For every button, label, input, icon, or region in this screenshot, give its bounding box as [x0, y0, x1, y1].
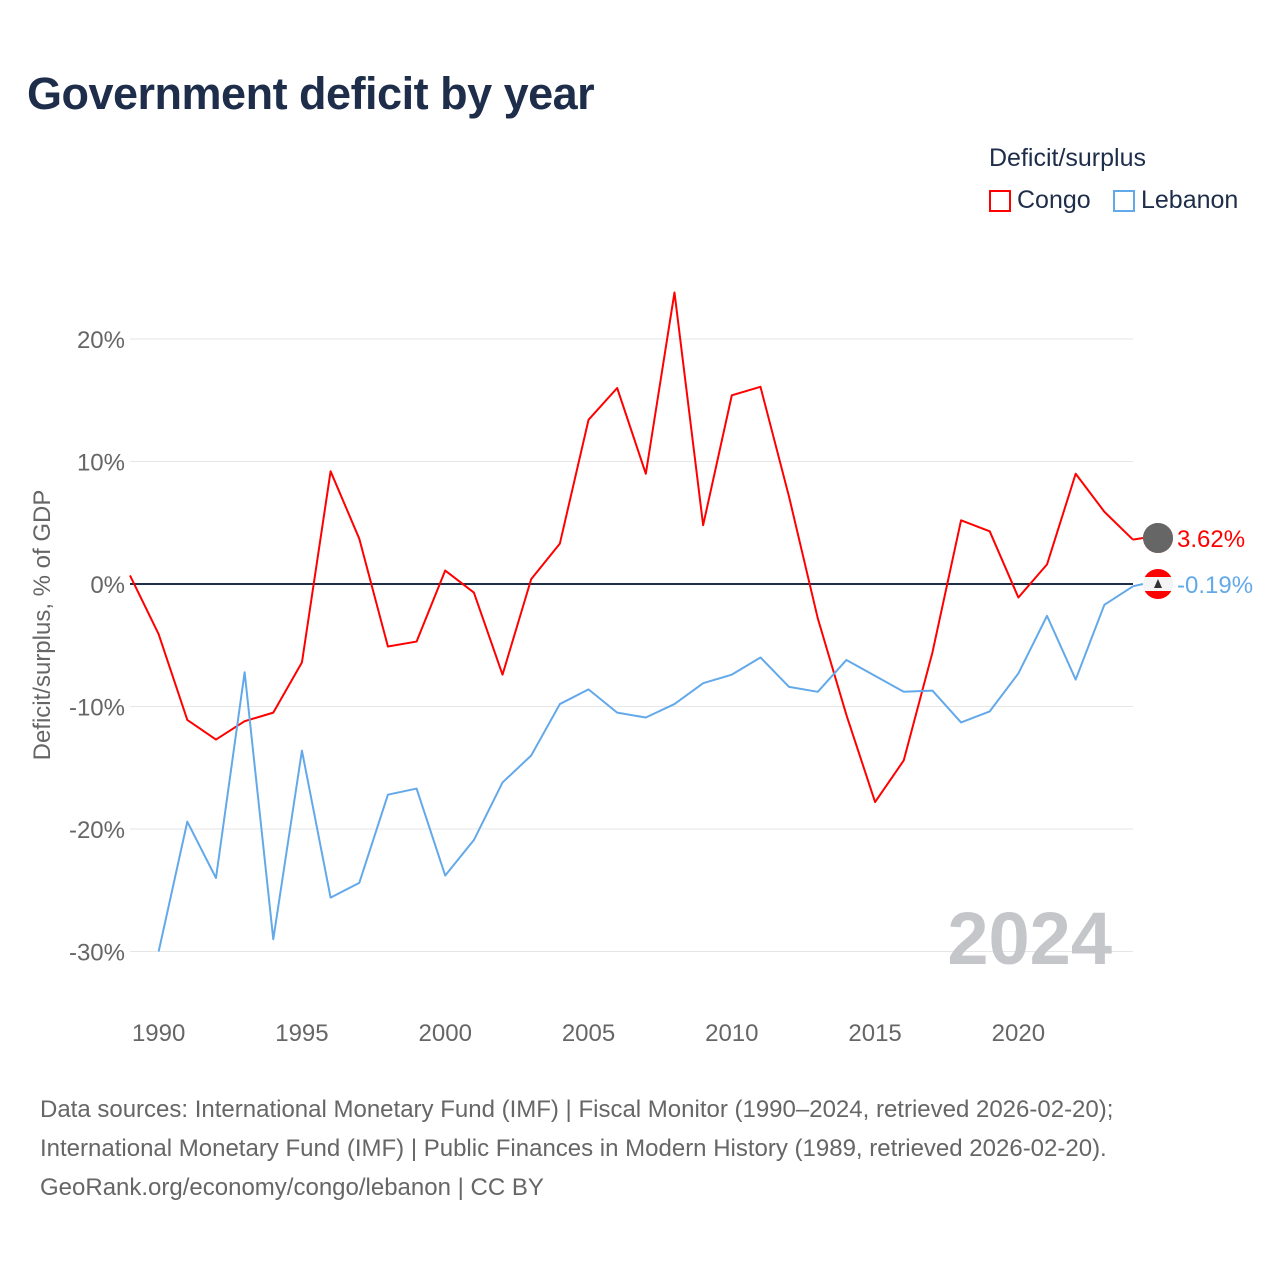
y-tick-label: -30%: [69, 940, 125, 967]
y-tick-label: 20%: [77, 327, 125, 354]
lebanon-flag-icon: [1143, 569, 1173, 599]
legend-title: Deficit/surplus: [989, 144, 1146, 172]
chart-title: Government deficit by year: [27, 68, 595, 119]
legend-item-lebanon[interactable]: Lebanon: [1113, 186, 1238, 215]
end-value-label-congo: 3.62%: [1177, 526, 1245, 553]
footer-source-2: International Monetary Fund (IMF) | Publ…: [40, 1135, 1107, 1162]
end-label-connector: [1132, 583, 1144, 588]
y-tick-label: 0%: [90, 572, 125, 599]
x-tick-label: 1990: [132, 1020, 185, 1047]
y-tick-label: -20%: [69, 817, 125, 844]
series-line-congo: [129, 291, 1134, 804]
end-label-connector: [1132, 537, 1144, 541]
y-tick-label: 10%: [77, 450, 125, 477]
legend-label-congo: Congo: [1017, 186, 1091, 214]
legend-swatch-lebanon: [1113, 189, 1135, 212]
y-tick-label: -10%: [69, 695, 125, 722]
y-axis-label: Deficit/surplus, % of GDP: [29, 490, 56, 761]
x-tick-label: 2000: [419, 1020, 472, 1047]
year-watermark: 2024: [947, 897, 1112, 980]
x-tick-label: 2005: [562, 1020, 615, 1047]
x-tick-label: 2020: [992, 1020, 1045, 1047]
congo-flag-icon: [1143, 523, 1173, 553]
end-value-label-lebanon: -0.19%: [1177, 572, 1253, 599]
footer: Data sources: International Monetary Fun…: [40, 1090, 1113, 1207]
footer-source-1: Data sources: International Monetary Fun…: [40, 1096, 1114, 1123]
x-tick-label: 1995: [275, 1020, 328, 1047]
legend-swatch-congo: [989, 189, 1011, 212]
footer-credit[interactable]: GeoRank.org/economy/congo/lebanon | CC B…: [40, 1174, 544, 1201]
chart-plot: 20% 10% 0% -10% -20% -30% 1990 1995 2000 2005 2010…: [29, 291, 1253, 1047]
x-tick-label: 2015: [848, 1020, 901, 1047]
x-tick-label: 2010: [705, 1020, 758, 1047]
legend-item-congo[interactable]: Congo: [989, 186, 1091, 215]
legend-label-lebanon: Lebanon: [1141, 186, 1239, 214]
